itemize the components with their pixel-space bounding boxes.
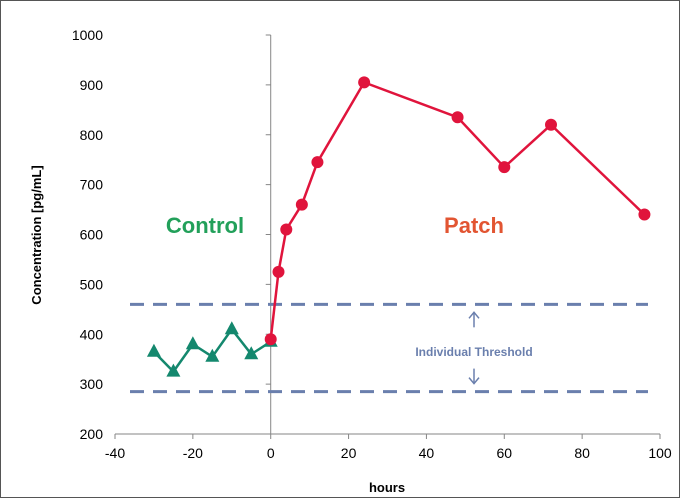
y-tick-label: 600 xyxy=(80,227,104,243)
y-tick-label: 400 xyxy=(80,326,104,342)
data-point xyxy=(205,348,220,362)
series-line xyxy=(269,80,646,340)
series-layer xyxy=(146,76,651,377)
data-point xyxy=(358,76,371,89)
x-tick-label: 80 xyxy=(574,445,590,461)
x-tick-label: 60 xyxy=(496,445,512,461)
data-point xyxy=(244,346,259,360)
x-tick-label: -40 xyxy=(105,445,125,461)
patch-label: Patch xyxy=(444,213,504,238)
y-tick-label: 200 xyxy=(80,426,104,442)
data-point xyxy=(272,265,285,278)
y-axis-title: Concentration [pg/mL] xyxy=(29,165,44,304)
x-tick-label: 20 xyxy=(341,445,357,461)
y-tick-label: 700 xyxy=(80,177,104,193)
y-tick-label: 500 xyxy=(80,276,104,292)
data-point xyxy=(166,363,181,377)
control-label: Control xyxy=(166,213,244,238)
y-tick-label: 1000 xyxy=(72,27,103,43)
x-axis-title: hours xyxy=(369,480,405,495)
data-point xyxy=(264,333,277,346)
data-point xyxy=(498,161,511,174)
x-tick-label: -20 xyxy=(183,445,203,461)
data-point xyxy=(311,156,324,169)
data-point xyxy=(638,208,651,221)
threshold-lines xyxy=(130,302,648,394)
data-point xyxy=(545,118,557,131)
axes: 200 300 400 500 600 700 800 900 1000 -40 -20 0 20 40 6… xyxy=(72,27,672,461)
labels: Control Patch Individual Threshold hours… xyxy=(29,165,533,495)
data-point xyxy=(280,223,293,236)
x-tick-label: 100 xyxy=(648,445,672,461)
arrow-up-head xyxy=(468,311,480,319)
data-point xyxy=(185,336,200,350)
y-tick-label: 300 xyxy=(80,376,104,392)
data-point xyxy=(451,111,464,124)
x-tick-label: 0 xyxy=(267,445,275,461)
series-patch xyxy=(264,76,651,346)
data-point xyxy=(146,343,161,357)
series-control xyxy=(146,321,278,377)
data-point xyxy=(224,321,239,335)
threshold-label: Individual Threshold xyxy=(415,345,532,359)
y-tick-label: 800 xyxy=(80,127,104,143)
arrow-down-head xyxy=(468,377,480,385)
x-tick-label: 40 xyxy=(419,445,435,461)
y-tick-label: 900 xyxy=(80,77,104,93)
data-point xyxy=(295,198,308,211)
